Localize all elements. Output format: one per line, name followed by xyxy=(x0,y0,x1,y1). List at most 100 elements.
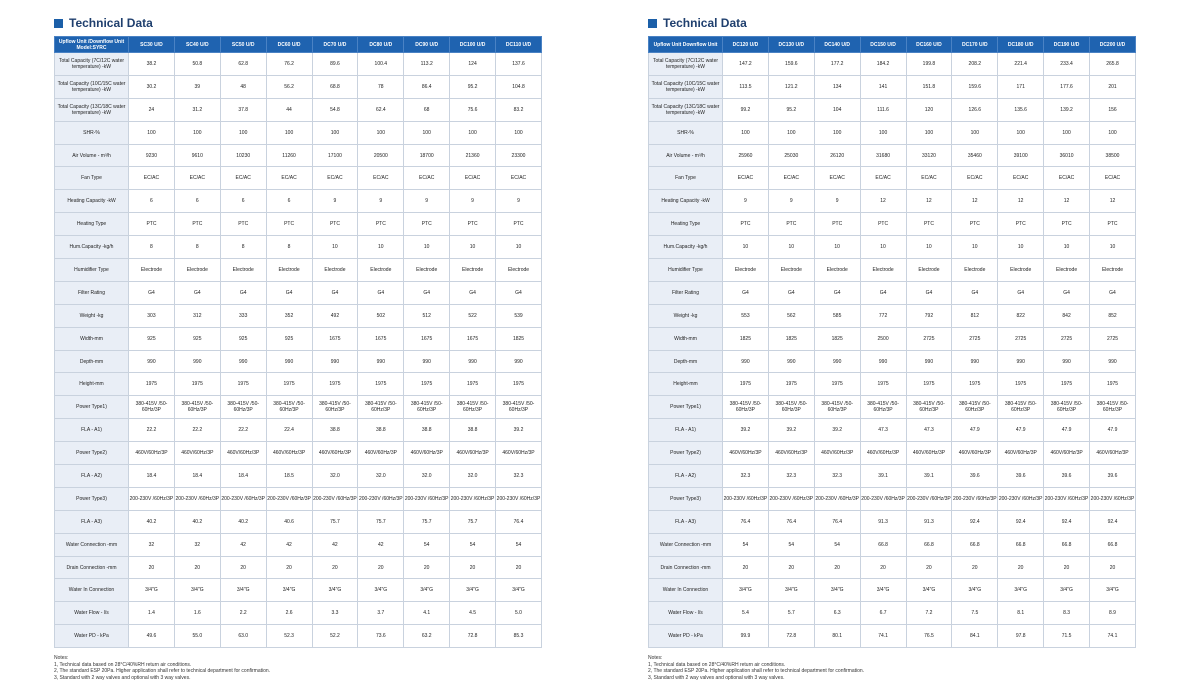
table-cell: 3/4"G xyxy=(403,578,451,603)
table-cell: 95.2 xyxy=(449,74,496,99)
table-cell: 5.0 xyxy=(495,601,542,626)
table-cell: 159.6 xyxy=(767,52,815,76)
table-cell: 1.4 xyxy=(128,601,175,626)
table-cell: 1825 xyxy=(495,326,542,351)
table-cell: 39.6 xyxy=(1089,464,1136,488)
table-row: Water Connection -mm 54 54 54 66.8 66.8 66.8 66… xyxy=(648,532,1136,557)
table-cell: 200-230V /60Hz/3P xyxy=(128,486,175,511)
model-column-header: DC150 U/D xyxy=(859,36,907,53)
table-cell: 200-230V /60Hz/3P xyxy=(219,486,267,511)
table-cell: 32.3 xyxy=(767,464,815,488)
table-cell: 380-415V /50-60Hz/3P xyxy=(128,395,175,420)
table-cell: 772 xyxy=(859,303,907,328)
table-cell: EC/AC xyxy=(311,166,359,191)
table-cell: Electrode xyxy=(859,258,907,282)
table-cell: 200-230V /60Hz/3P xyxy=(905,486,953,511)
note-line: 1, Technical data based on 28°C/40%RH re… xyxy=(54,661,192,668)
table-cell: Electrode xyxy=(265,258,313,282)
table-cell: 925 xyxy=(173,326,221,351)
table-cell: 32.3 xyxy=(722,464,769,488)
table-header-row: Upflow Unit /Downflow Unit Model:SYRC SC3… xyxy=(54,36,542,53)
table-cell: 9 xyxy=(813,189,861,214)
table-cell: 124 xyxy=(449,52,496,76)
table-row: Drain Connection -mm 20 20 20 20 20 20 20 20 20 xyxy=(54,555,542,580)
table-row: Water Flow - l/s 1.4 1.6 2.2 2.6 3.3 3.7 4.1 4.5… xyxy=(54,601,542,626)
table-cell: Electrode xyxy=(951,258,999,282)
table-cell: 97.8 xyxy=(997,624,1045,649)
table-cell: G4 xyxy=(265,280,313,305)
model-column-header: DC200 U/D xyxy=(1089,36,1136,53)
table-cell: 76.5 xyxy=(905,624,953,649)
table-row: Weight -kg 303 312 333 352 492 502 512 522 539 xyxy=(54,303,542,328)
table-cell: PTC xyxy=(128,212,175,237)
table-cell: Electrode xyxy=(767,258,815,282)
table-cell: 12 xyxy=(859,189,907,214)
table-cell: 2.6 xyxy=(265,601,313,626)
table-cell: 39.6 xyxy=(997,464,1045,488)
row-label: Heating Capacity -kW xyxy=(54,189,129,214)
notes-left: Notes: 1, Technical data based on 28°C/40… xyxy=(54,655,270,681)
table-cell: 100 xyxy=(403,120,451,145)
notes-heading: Notes: xyxy=(54,655,69,661)
table-cell: 925 xyxy=(219,326,267,351)
row-label: Heating Type xyxy=(648,212,723,237)
table-cell: 151.8 xyxy=(905,74,953,99)
table-cell: 233.4 xyxy=(1043,52,1090,76)
table-cell: 8 xyxy=(173,235,221,260)
table-cell: 83.2 xyxy=(495,97,542,122)
model-column-header: SC50 U/D xyxy=(219,36,267,53)
table-cell: 38.8 xyxy=(449,418,496,443)
table-cell: EC/AC xyxy=(173,166,221,191)
table-cell: EC/AC xyxy=(997,166,1045,191)
table-cell: EC/AC xyxy=(859,166,907,191)
table-cell: 10 xyxy=(997,235,1045,260)
table-cell: 62.8 xyxy=(219,52,267,76)
table-cell: 92.4 xyxy=(1043,509,1090,534)
table-cell: 20 xyxy=(1089,555,1136,580)
note-line: 3, Standard with 2 way valves and option… xyxy=(648,674,785,681)
table-cell: 66.8 xyxy=(951,532,999,557)
row-label: Fan Type xyxy=(648,166,723,191)
table-cell: 47.9 xyxy=(997,418,1045,443)
table-cell: 200-230V /60Hz/3P xyxy=(951,486,999,511)
table-row: FLA - A3) 40.2 40.2 40.2 40.6 75.7 75.7 75.7 75.… xyxy=(54,509,542,534)
model-column-header: DC110 U/D xyxy=(495,36,542,53)
table-cell: 39.2 xyxy=(722,418,769,443)
table-cell: 3/4"G xyxy=(1089,578,1136,603)
table-cell: 1975 xyxy=(997,372,1045,397)
table-row: Heating Type PTC PTC PTC PTC PTC PTC PTC PTC PTC xyxy=(54,212,542,237)
table-cell: 76.4 xyxy=(722,509,769,534)
table-cell: EC/AC xyxy=(1089,166,1136,191)
table-cell: 23300 xyxy=(495,143,542,168)
table-cell: 380-415V /50-60Hz/3P xyxy=(1043,395,1090,420)
row-label: Power Type1) xyxy=(54,395,129,420)
row-label: Height-mm xyxy=(54,372,129,397)
table-cell: 460V/60Hz/3P xyxy=(997,441,1045,466)
model-column-header: DC170 U/D xyxy=(951,36,999,53)
row-label: Width-mm xyxy=(54,326,129,351)
table-cell: 66.8 xyxy=(1043,532,1090,557)
table-cell: 92.4 xyxy=(997,509,1045,534)
table-row: Width-mm 1825 1825 1825 2500 2725 2725 2725 2725… xyxy=(648,326,1136,351)
row-label: Water Connection -mm xyxy=(648,532,723,557)
technical-data-panel-left: Technical Data Upflow Unit /Downflow Uni… xyxy=(54,14,542,649)
model-column-header: DC60 U/D xyxy=(265,36,313,53)
spec-table-right: Upflow Unit Downflow Unit DC120 U/D DC130 … xyxy=(648,36,1136,649)
table-cell: 76.2 xyxy=(265,52,313,76)
table-row: Air Volume - m³/h 9230 9610 10230 11260 17100… xyxy=(54,143,542,168)
table-cell: EC/AC xyxy=(495,166,542,191)
table-cell: 8 xyxy=(128,235,175,260)
table-cell: 32.0 xyxy=(311,464,359,488)
table-cell: 380-415V /50-60Hz/3P xyxy=(767,395,815,420)
table-cell: 139.2 xyxy=(1043,97,1090,122)
table-cell: PTC xyxy=(951,212,999,237)
table-cell: 84.1 xyxy=(951,624,999,649)
table-cell: 86.4 xyxy=(403,74,451,99)
table-cell: 75.7 xyxy=(311,509,359,534)
table-cell: 11260 xyxy=(265,143,313,168)
table-cell: 512 xyxy=(403,303,451,328)
table-cell: 990 xyxy=(495,349,542,374)
table-cell: 100 xyxy=(722,120,769,145)
row-label: FLA - A1) xyxy=(54,418,129,443)
row-label: Water PD - kPa xyxy=(54,624,129,649)
